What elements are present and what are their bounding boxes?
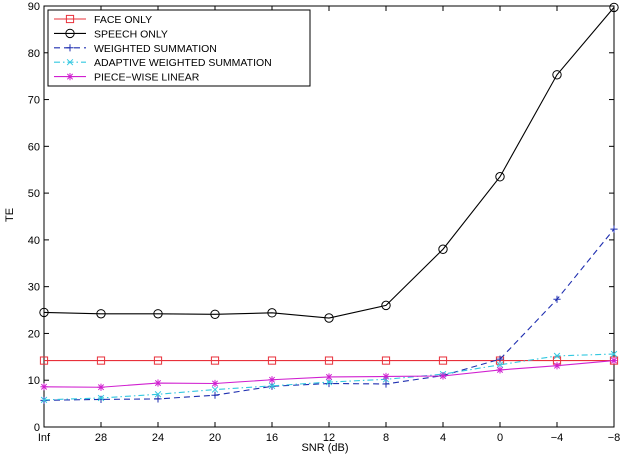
data-point: [610, 225, 618, 233]
x-tick-label: 16: [266, 432, 278, 444]
data-point: [210, 356, 220, 365]
data-point: [211, 386, 219, 393]
legend-entry: ADAPTIVE WEIGHTED SUMMATION: [54, 57, 272, 69]
data-point: [438, 356, 448, 365]
legend-entry: SPEECH ONLY: [54, 28, 168, 40]
y-tick-label: 0: [34, 422, 40, 434]
data-point: [153, 309, 163, 319]
data-point: [267, 308, 277, 318]
data-point: [40, 396, 48, 404]
data-point: [268, 382, 276, 390]
data-point: [268, 376, 276, 384]
legend-entry: PIECE−WISE LINEAR: [54, 72, 200, 84]
y-tick-label: 20: [28, 328, 40, 340]
data-point: [97, 394, 105, 402]
legend-label: WEIGHTED SUMMATION: [94, 43, 217, 55]
series-4: [40, 356, 618, 391]
data-point: [552, 70, 562, 80]
data-point: [154, 395, 162, 403]
data-point: [97, 383, 105, 391]
data-point: [382, 372, 390, 381]
x-tick-label: −8: [608, 432, 621, 444]
data-point: [325, 378, 333, 386]
y-tick-label: 70: [28, 95, 40, 107]
legend-label: FACE ONLY: [94, 14, 152, 26]
data-point: [609, 2, 619, 13]
y-tick-label: 30: [28, 282, 40, 294]
x-tick-label: 4: [440, 432, 446, 444]
data-point: [66, 44, 74, 52]
data-point: [439, 372, 447, 380]
data-point: [65, 28, 75, 39]
y-axis-label: TE: [4, 208, 16, 222]
data-point: [382, 380, 390, 388]
data-point: [496, 361, 504, 369]
data-point: [96, 309, 106, 319]
y-tick-label: 50: [28, 188, 40, 200]
series-layer: [39, 2, 619, 404]
legend-label: SPEECH ONLY: [94, 28, 168, 40]
data-point: [154, 391, 162, 398]
y-tick-label: 80: [28, 48, 40, 60]
data-point: [324, 313, 334, 323]
series-line: [43, 7, 615, 319]
data-point: [65, 14, 75, 24]
data-point: [66, 73, 74, 81]
data-point: [553, 362, 561, 370]
y-tick-label: 10: [28, 375, 40, 387]
data-point: [381, 356, 391, 365]
data-point: [39, 307, 49, 318]
legend-entry: FACE ONLY: [54, 14, 152, 26]
data-point: [267, 356, 277, 365]
legend-label: ADAPTIVE WEIGHTED SUMMATION: [94, 57, 272, 69]
data-point: [325, 379, 333, 388]
x-tick-label: 8: [383, 432, 389, 444]
data-point: [553, 352, 561, 360]
data-point: [97, 395, 105, 404]
legend-label: PIECE−WISE LINEAR: [94, 72, 200, 84]
data-point: [610, 350, 618, 358]
x-tick-label: −4: [551, 432, 564, 444]
x-tick-label: 20: [209, 432, 221, 444]
x-tick-label: 12: [323, 432, 335, 444]
data-point: [211, 379, 219, 388]
legend: FACE ONLY SPEECH ONLY WEIGHTED SUMMATION AD…: [47, 9, 311, 87]
series-1: [39, 2, 619, 323]
data-point: [211, 391, 219, 399]
data-point: [39, 356, 49, 365]
x-axis-label: SNR (dB): [301, 442, 348, 454]
x-tick-label: 28: [95, 432, 107, 444]
data-point: [153, 356, 163, 365]
data-point: [96, 356, 106, 365]
y-tick-label: 60: [28, 141, 40, 153]
data-point: [496, 355, 504, 363]
data-point: [495, 172, 505, 182]
y-tick-label: 40: [28, 235, 40, 247]
data-point: [324, 356, 334, 365]
x-tick-label: 24: [152, 432, 164, 444]
legend-box: [47, 9, 311, 87]
data-point: [66, 58, 74, 66]
data-point: [553, 295, 561, 303]
data-point: [40, 383, 48, 391]
data-point: [210, 309, 220, 319]
x-tick-label: Inf: [38, 432, 51, 444]
x-tick-label: 0: [497, 432, 503, 444]
data-point: [325, 373, 333, 381]
legend-entry: WEIGHTED SUMMATION: [54, 43, 217, 55]
data-point: [438, 244, 448, 254]
data-point: [610, 356, 618, 365]
data-point: [496, 366, 504, 374]
y-tick-label: 90: [28, 1, 40, 13]
data-point: [381, 300, 391, 311]
data-point: [154, 379, 162, 387]
